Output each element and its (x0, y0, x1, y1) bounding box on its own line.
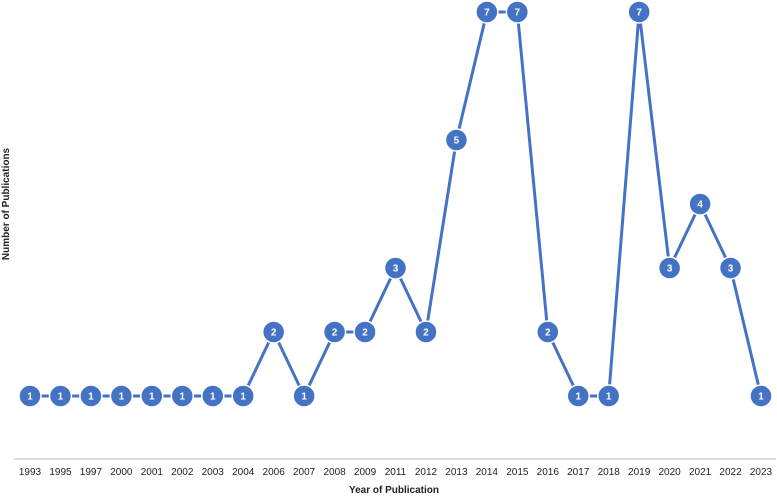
x-tick-label: 2004 (232, 467, 255, 478)
data-point (292, 384, 316, 408)
data-label: 1 (58, 392, 64, 403)
data-point (231, 384, 255, 408)
x-tick-label: 1995 (49, 467, 72, 478)
x-tick-labels: 1993 1995 1997 2000 2001 2002 2003 2004 2006 2007… (19, 467, 773, 478)
data-label: 1 (180, 392, 186, 403)
x-tick-label: 2011 (385, 467, 407, 478)
data-point (475, 0, 499, 24)
data-point (353, 320, 377, 344)
x-tick-label: 2006 (263, 467, 286, 478)
x-tick-label: 2007 (293, 467, 316, 478)
data-label: 1 (149, 392, 155, 403)
data-label: 1 (88, 392, 94, 403)
x-tick-label: 2018 (598, 467, 621, 478)
data-point (261, 320, 286, 344)
x-tick-label: 2008 (323, 467, 346, 478)
x-tick-label: 2014 (476, 467, 499, 478)
data-label: 7 (636, 8, 642, 19)
data-point (749, 384, 773, 408)
x-tick-label: 2001 (141, 467, 164, 478)
data-point (596, 384, 621, 408)
data-label: 1 (758, 392, 764, 403)
data-label: 2 (271, 328, 277, 339)
data-point (566, 384, 590, 408)
data-label: 2 (423, 328, 429, 339)
data-point (201, 384, 225, 408)
data-label: 3 (393, 264, 399, 275)
data-label: 1 (301, 392, 307, 403)
data-point (170, 384, 195, 408)
data-point (383, 256, 408, 280)
data-label: 4 (697, 200, 703, 211)
x-tick-label: 2023 (750, 467, 773, 478)
x-tick-label: 2012 (415, 467, 438, 478)
data-label: 1 (606, 392, 612, 403)
data-point (18, 384, 42, 408)
data-label: 3 (728, 264, 734, 275)
data-label: 1 (210, 392, 216, 403)
y-axis-title: Number of Publications (1, 147, 12, 260)
x-tick-label: 2002 (171, 467, 194, 478)
data-label: 2 (545, 328, 551, 339)
data-label: 1 (119, 392, 125, 403)
data-label: 1 (240, 392, 246, 403)
x-tick-label: 2017 (567, 467, 590, 478)
x-tick-label: 2000 (110, 467, 133, 478)
x-axis-title: Year of Publication (349, 485, 439, 496)
data-point (109, 384, 134, 408)
x-tick-label: 2016 (537, 467, 560, 478)
x-tick-label: 2021 (689, 467, 712, 478)
data-point (322, 320, 347, 344)
x-tick-label: 2009 (354, 467, 377, 478)
data-label: 7 (515, 8, 521, 19)
data-label: 5 (454, 136, 460, 147)
data-point (536, 320, 560, 344)
data-point (627, 0, 651, 24)
x-tick-label: 1997 (80, 467, 103, 478)
data-point (688, 192, 712, 216)
data-label: 2 (332, 328, 338, 339)
data-point (79, 384, 103, 408)
series-line (30, 10, 763, 398)
x-tick-label: 2003 (202, 467, 225, 478)
data-label: 7 (484, 8, 490, 19)
x-tick-label: 2022 (719, 467, 742, 478)
x-tick-label: 2013 (445, 467, 468, 478)
x-tick-label: 1993 (19, 467, 42, 478)
data-point (414, 320, 438, 344)
data-point (444, 128, 469, 152)
data-point (48, 384, 73, 408)
data-label: 2 (362, 328, 368, 339)
data-point (657, 256, 682, 280)
data-point (718, 256, 743, 280)
data-label: 1 (27, 392, 33, 403)
data-label: 1 (575, 392, 581, 403)
data-point (140, 384, 164, 408)
data-point (505, 0, 530, 24)
x-tick-label: 2020 (659, 467, 682, 478)
x-tick-label: 2019 (628, 467, 651, 478)
data-label: 3 (667, 264, 673, 275)
x-tick-label: 2015 (506, 467, 529, 478)
